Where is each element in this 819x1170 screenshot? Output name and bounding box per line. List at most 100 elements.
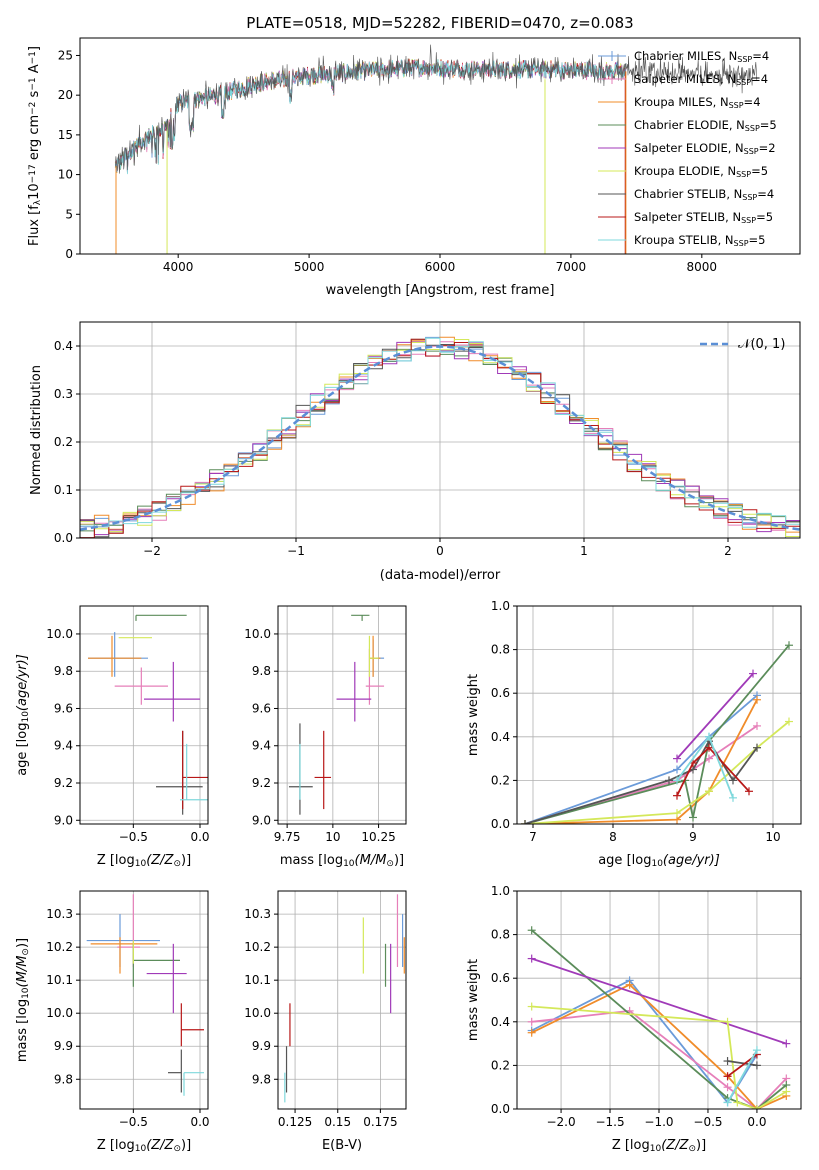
x-axis-label-part: (M/M xyxy=(355,853,387,868)
axis-frame xyxy=(277,605,407,825)
legend-nssp-prefix: , N xyxy=(725,210,741,224)
y-tick-label: 9.9 xyxy=(54,1039,73,1053)
x-tick-label: 0.0 xyxy=(190,830,209,844)
x-axis-label-part: )] xyxy=(394,853,404,868)
x-tick-label: 7000 xyxy=(556,260,587,274)
y-tick-label: 9.2 xyxy=(252,776,271,790)
legend-nssp-eq: = xyxy=(751,164,761,178)
normal-curve xyxy=(80,345,800,531)
x-tick-label: 10 xyxy=(765,830,780,844)
x-tick-label: 9.75 xyxy=(274,830,301,844)
y-tick-label: 0.2 xyxy=(491,1058,510,1072)
legend-label: 𝒩(0, 1) xyxy=(738,337,785,352)
x-axis-label-part: ⊙ xyxy=(173,859,181,869)
mass-weight-series xyxy=(531,957,787,1045)
x-tick-label: −2.0 xyxy=(546,1115,575,1129)
x-axis-label: mass [log10(M/M⊙)] xyxy=(280,853,404,869)
y-tick-label: 10.0 xyxy=(46,627,73,641)
observed-spectrum-line xyxy=(115,44,758,174)
legend-model-name: Chabrier MILES xyxy=(634,49,721,63)
x-tick-label: −2 xyxy=(143,544,161,558)
y-tick-label: 9.8 xyxy=(54,1072,73,1086)
y-axis-label: Flux [fλ10−17 erg cm−2 s−1 A−1] xyxy=(27,46,43,246)
mass-weight-series xyxy=(676,673,754,760)
plot-area-age-vs-Z xyxy=(88,614,208,815)
x-tick-label: 9 xyxy=(689,830,697,844)
x-axis-label-part: (Z/Z xyxy=(146,853,174,868)
x-axis-label-part: Z [log xyxy=(97,1138,135,1153)
x-axis-label: (data-model)/error xyxy=(380,568,501,583)
mass-weight-series xyxy=(676,746,750,797)
y-tick-label: 0.4 xyxy=(491,1015,510,1029)
mass-weight-series xyxy=(524,699,758,824)
x-tick-label: −0.5 xyxy=(119,1115,148,1129)
y-tick-label: 9.6 xyxy=(252,701,271,715)
x-tick-label: 0 xyxy=(436,544,444,558)
legend-nssp-value: 5 xyxy=(769,118,776,132)
x-axis-label-part: mass [log xyxy=(280,853,343,868)
axis-frame xyxy=(79,890,209,1110)
y-axis-label-part: 10 xyxy=(21,987,31,999)
plot-area-weight-vs-age xyxy=(521,641,793,824)
y-axis-label: mass [log10(M/M⊙)] xyxy=(15,938,31,1062)
x-tick-label: 0.0 xyxy=(747,1115,766,1129)
y-axis-label-part: −1 xyxy=(28,77,38,90)
y-tick-label: 10.3 xyxy=(46,907,73,921)
x-axis-label-part: )] xyxy=(696,1138,706,1153)
mass-weight-series xyxy=(524,694,758,824)
y-axis-label: mass weight xyxy=(466,959,481,1041)
x-tick-label: 1 xyxy=(580,544,588,558)
legend-nssp-prefix: , N xyxy=(713,95,729,109)
legend-nssp-value: 4 xyxy=(761,72,768,86)
x-axis-label-part: 10 xyxy=(651,859,663,869)
x-axis-label-part: )] xyxy=(181,1138,191,1153)
legend-nssp-eq: = xyxy=(749,233,759,247)
y-tick-label: 5 xyxy=(65,207,73,221)
x-tick-label: 6000 xyxy=(425,260,456,274)
y-axis-label-part: 10 xyxy=(27,183,42,200)
y-tick-label: 1.0 xyxy=(491,884,510,898)
y-axis-label-part: mass [log xyxy=(15,999,30,1062)
legend-nssp-sub: SSP xyxy=(744,147,759,156)
legend-nssp-eq: = xyxy=(756,210,766,224)
y-axis-label-part: Flux [f xyxy=(27,205,42,246)
plot-area-age-vs-mass xyxy=(288,614,385,815)
y-tick-label: 10.1 xyxy=(46,973,73,987)
y-axis-label-part: erg cm xyxy=(27,115,42,164)
legend-nssp-eq: = xyxy=(752,49,762,63)
y-tick-label: 10 xyxy=(58,168,73,182)
y-tick-label: 0.2 xyxy=(54,435,73,449)
x-axis-label: Z [log10(Z/Z⊙)] xyxy=(612,1138,706,1154)
plot-area-mass-vs-ebv xyxy=(284,894,405,1103)
y-tick-label: 0.6 xyxy=(491,971,510,985)
legend-nssp-value: 2 xyxy=(768,141,775,155)
x-tick-label: 10 xyxy=(325,830,340,844)
legend-entry-label: Salpeter ELODIE, NSSP=2 xyxy=(634,141,776,156)
y-axis-label-part: age [log xyxy=(15,723,30,776)
y-axis-label-part: )] xyxy=(15,938,30,948)
x-axis-label-part: 10 xyxy=(135,859,147,869)
y-tick-label: 0.3 xyxy=(54,387,73,401)
legend-model-name: Salpeter ELODIE xyxy=(634,141,728,155)
plot-area-mass-vs-Z xyxy=(86,894,204,1096)
x-axis-label-part: Z [log xyxy=(97,853,135,868)
y-tick-label: 10.3 xyxy=(244,907,271,921)
x-axis-label-part: 10 xyxy=(343,859,355,869)
x-axis-label-part: Z [log xyxy=(612,1138,650,1153)
x-tick-label: −1.5 xyxy=(595,1115,624,1129)
legend-nssp-sub: SSP xyxy=(745,124,760,133)
legend-nssp-sub: SSP xyxy=(742,193,757,202)
x-tick-label: −0.5 xyxy=(119,830,148,844)
y-tick-label: 25 xyxy=(58,48,73,62)
legend-nssp-prefix: , N xyxy=(726,187,742,201)
y-tick-label: 9.4 xyxy=(54,739,73,753)
legend-entry-label: Kroupa ELODIE, NSSP=5 xyxy=(634,164,768,179)
y-tick-label: 0.6 xyxy=(491,686,510,700)
x-tick-label: 4000 xyxy=(163,260,194,274)
y-tick-label: 10.0 xyxy=(46,1006,73,1020)
x-tick-label: 5000 xyxy=(294,260,325,274)
y-tick-label: 9.8 xyxy=(252,664,271,678)
